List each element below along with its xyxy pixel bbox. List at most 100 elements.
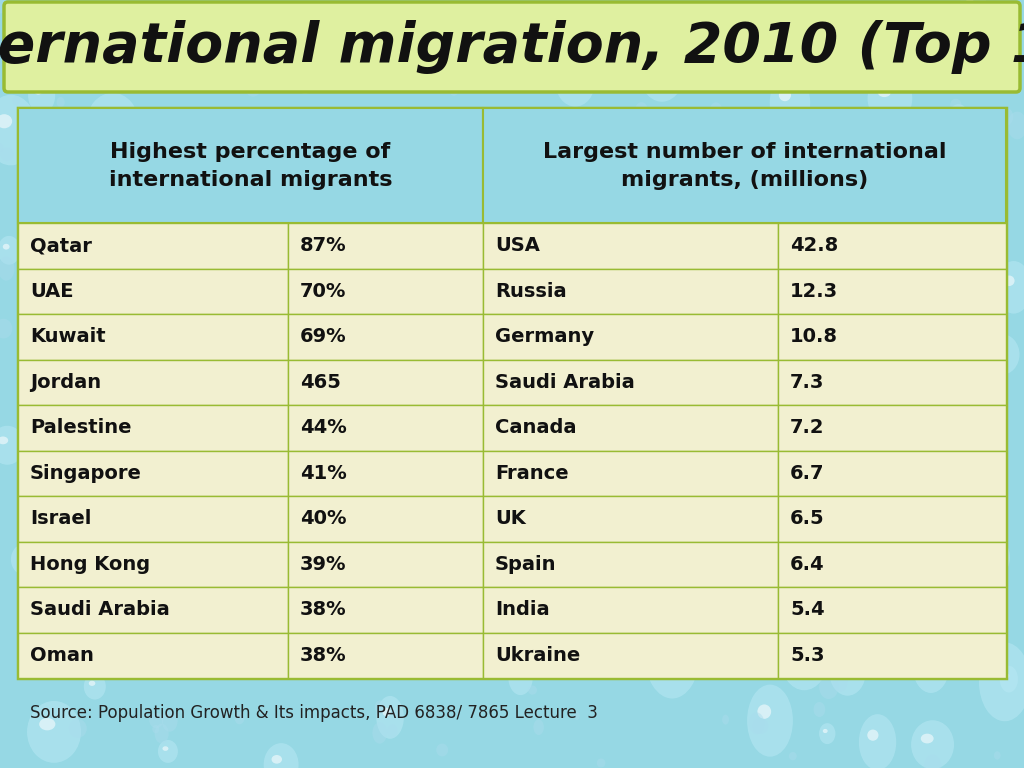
Ellipse shape xyxy=(963,134,970,141)
Ellipse shape xyxy=(981,386,994,405)
Ellipse shape xyxy=(974,238,979,243)
Ellipse shape xyxy=(611,486,621,496)
Ellipse shape xyxy=(0,94,37,165)
Ellipse shape xyxy=(725,11,744,33)
Ellipse shape xyxy=(126,486,155,522)
Text: Kuwait: Kuwait xyxy=(30,327,105,346)
Ellipse shape xyxy=(452,485,465,495)
Ellipse shape xyxy=(98,110,114,122)
Ellipse shape xyxy=(867,730,879,741)
Text: Saudi Arabia: Saudi Arabia xyxy=(30,601,170,619)
FancyBboxPatch shape xyxy=(288,359,483,405)
Ellipse shape xyxy=(454,523,467,538)
Ellipse shape xyxy=(547,539,560,549)
Text: 40%: 40% xyxy=(300,509,346,528)
Ellipse shape xyxy=(647,41,664,58)
Text: Jordan: Jordan xyxy=(30,372,101,392)
Ellipse shape xyxy=(776,516,788,525)
Text: International migration, 2010 (Top 10): International migration, 2010 (Top 10) xyxy=(0,20,1024,74)
Ellipse shape xyxy=(152,188,166,203)
Text: 70%: 70% xyxy=(300,282,346,301)
Ellipse shape xyxy=(910,302,921,313)
Ellipse shape xyxy=(195,396,201,402)
Ellipse shape xyxy=(631,294,642,309)
FancyBboxPatch shape xyxy=(483,587,778,633)
Ellipse shape xyxy=(864,641,872,650)
Ellipse shape xyxy=(326,189,376,253)
Ellipse shape xyxy=(592,568,608,585)
Ellipse shape xyxy=(31,145,49,173)
FancyBboxPatch shape xyxy=(483,451,778,496)
Ellipse shape xyxy=(835,655,843,661)
Text: Highest percentage of
international migrants: Highest percentage of international migr… xyxy=(109,141,392,190)
Ellipse shape xyxy=(546,571,556,581)
Ellipse shape xyxy=(436,369,446,380)
Ellipse shape xyxy=(900,393,934,432)
Ellipse shape xyxy=(159,396,171,409)
Ellipse shape xyxy=(970,232,987,255)
Ellipse shape xyxy=(713,193,722,203)
Ellipse shape xyxy=(537,525,583,576)
Ellipse shape xyxy=(242,15,252,23)
Ellipse shape xyxy=(287,456,295,466)
FancyBboxPatch shape xyxy=(483,633,778,678)
Ellipse shape xyxy=(885,212,933,287)
Ellipse shape xyxy=(69,719,87,738)
Ellipse shape xyxy=(442,470,484,524)
Ellipse shape xyxy=(30,440,68,498)
Ellipse shape xyxy=(339,595,354,610)
Ellipse shape xyxy=(722,714,729,724)
Text: 7.2: 7.2 xyxy=(790,419,824,437)
Ellipse shape xyxy=(990,664,1006,680)
Ellipse shape xyxy=(912,638,949,693)
Ellipse shape xyxy=(771,170,781,185)
Text: Palestine: Palestine xyxy=(30,419,131,437)
Ellipse shape xyxy=(84,674,105,700)
Ellipse shape xyxy=(635,102,647,118)
Ellipse shape xyxy=(204,408,220,419)
Ellipse shape xyxy=(878,87,891,97)
Ellipse shape xyxy=(779,622,828,690)
Ellipse shape xyxy=(366,476,381,488)
Ellipse shape xyxy=(536,512,549,523)
Ellipse shape xyxy=(210,318,234,353)
Ellipse shape xyxy=(839,380,854,396)
Ellipse shape xyxy=(590,173,639,245)
Text: Saudi Arabia: Saudi Arabia xyxy=(495,372,635,392)
Ellipse shape xyxy=(270,310,287,330)
Ellipse shape xyxy=(89,680,95,686)
Ellipse shape xyxy=(218,310,241,343)
Ellipse shape xyxy=(855,392,870,404)
Ellipse shape xyxy=(188,644,208,667)
Ellipse shape xyxy=(908,404,918,412)
Ellipse shape xyxy=(806,230,819,240)
FancyBboxPatch shape xyxy=(778,269,1006,314)
Ellipse shape xyxy=(806,356,816,366)
Ellipse shape xyxy=(126,151,143,172)
Text: 465: 465 xyxy=(300,372,341,392)
Ellipse shape xyxy=(889,321,900,334)
Ellipse shape xyxy=(39,456,50,468)
Ellipse shape xyxy=(788,752,797,760)
Ellipse shape xyxy=(855,638,861,646)
Ellipse shape xyxy=(798,334,804,342)
Ellipse shape xyxy=(941,479,954,492)
Ellipse shape xyxy=(952,394,969,420)
Ellipse shape xyxy=(436,743,449,756)
FancyBboxPatch shape xyxy=(18,223,288,269)
Ellipse shape xyxy=(356,22,375,46)
Ellipse shape xyxy=(959,0,987,22)
Ellipse shape xyxy=(689,170,700,187)
FancyBboxPatch shape xyxy=(4,2,1020,92)
Text: Largest number of international
migrants, (millions): Largest number of international migrants… xyxy=(543,141,946,190)
FancyBboxPatch shape xyxy=(483,541,778,587)
Ellipse shape xyxy=(997,108,1014,126)
FancyBboxPatch shape xyxy=(288,633,483,678)
Ellipse shape xyxy=(813,590,830,615)
Ellipse shape xyxy=(188,488,198,495)
Ellipse shape xyxy=(785,376,798,391)
Ellipse shape xyxy=(964,381,977,393)
Ellipse shape xyxy=(461,204,471,214)
FancyBboxPatch shape xyxy=(483,496,778,541)
Text: Canada: Canada xyxy=(495,419,577,437)
